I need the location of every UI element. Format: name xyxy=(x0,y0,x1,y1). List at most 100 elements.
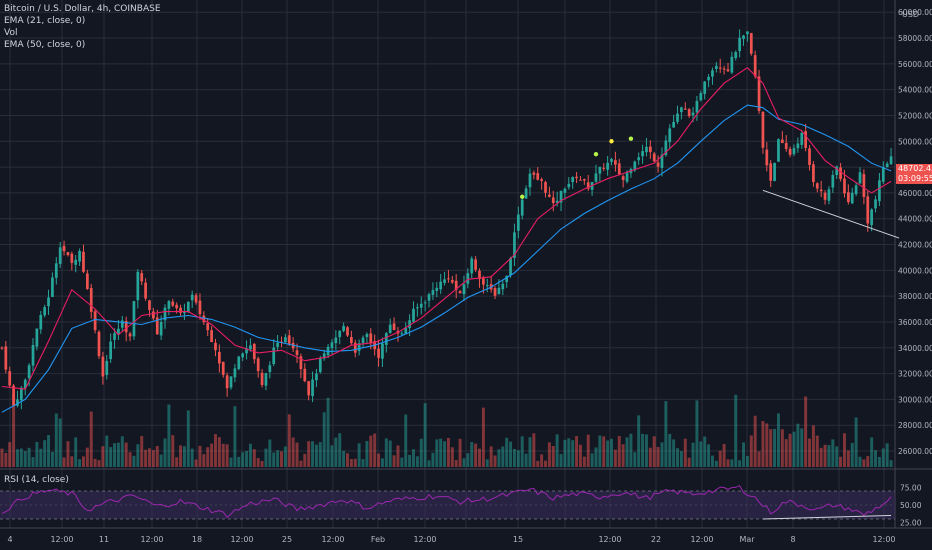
candle-body xyxy=(78,250,81,262)
volume-bar xyxy=(31,457,35,467)
volume-bar xyxy=(307,441,311,467)
candle-body xyxy=(144,282,147,299)
candle-body xyxy=(117,328,120,335)
volume-bar xyxy=(338,433,342,467)
volume-bar xyxy=(116,442,120,467)
candle-body xyxy=(695,100,699,113)
volume-bar xyxy=(730,459,734,467)
volume-bar xyxy=(687,457,691,467)
time-axis[interactable]: 4 12:00 11 12:00 18 12:00 25 12:00 Feb 12:00 15 12:… xyxy=(7,535,895,544)
volume-bar xyxy=(15,449,19,467)
ema21-legend[interactable]: EMA (21, close, 0) xyxy=(4,16,86,26)
candle-body xyxy=(823,192,827,200)
candle-body xyxy=(633,161,637,171)
volume-bar xyxy=(458,438,462,467)
volume-bar xyxy=(322,412,326,467)
candle-body xyxy=(62,245,66,252)
candle-body xyxy=(105,360,109,375)
candle-body xyxy=(540,179,543,181)
candle-body xyxy=(874,199,877,209)
volume-bar xyxy=(392,455,396,467)
price-tick-label: 28000.00 xyxy=(898,421,932,430)
candle-body xyxy=(474,259,477,270)
volume-bar xyxy=(668,433,672,467)
candle-body xyxy=(582,179,586,181)
volume-bar xyxy=(660,442,664,467)
volume-bar xyxy=(268,439,272,467)
candle-body xyxy=(194,295,198,303)
ema50-legend[interactable]: EMA (50, close, 0) xyxy=(4,40,86,50)
time-tick-label: 15 xyxy=(513,535,523,544)
vol-legend[interactable]: Vol xyxy=(4,28,18,38)
volume-bar xyxy=(314,444,318,467)
candle-body xyxy=(47,297,50,307)
candle-body xyxy=(625,172,629,182)
candle-body xyxy=(416,307,419,309)
volume-bar xyxy=(384,438,388,467)
volume-bar xyxy=(419,438,423,467)
volume-bar xyxy=(404,414,408,467)
time-tick-label: 4 xyxy=(7,535,12,544)
candle-body xyxy=(74,259,78,265)
volume-bar xyxy=(745,455,749,467)
candle-body xyxy=(318,357,322,373)
candle-body xyxy=(412,308,415,322)
volume-bar xyxy=(889,460,893,467)
volume-bar xyxy=(610,438,613,467)
volume-bar xyxy=(466,453,470,467)
volume-bar xyxy=(427,460,431,467)
volume-bar xyxy=(516,450,520,467)
candle-body xyxy=(361,337,365,344)
candle-body xyxy=(784,143,788,149)
candle-body xyxy=(43,307,47,316)
candle-body xyxy=(19,387,23,401)
candle-body xyxy=(8,371,12,386)
price-tick-label: 50000.00 xyxy=(898,137,932,146)
volume-bar xyxy=(128,452,132,467)
candle-body xyxy=(82,251,85,272)
candle-body xyxy=(140,273,144,282)
price-tick-label: 36000.00 xyxy=(898,318,932,327)
candle-body xyxy=(812,164,815,182)
price-tick-label: 54000.00 xyxy=(898,86,932,95)
volume-bar xyxy=(676,448,679,467)
volume-bar xyxy=(846,450,850,467)
candle-body xyxy=(792,148,796,155)
candle-body xyxy=(788,148,792,155)
candle-body xyxy=(808,148,811,165)
candle-body xyxy=(683,108,687,110)
volume-bar xyxy=(489,446,493,467)
candle-body xyxy=(179,307,182,313)
price-axis[interactable]: 26000.00 28000.00 30000.00 32000.00 34000.00… xyxy=(898,8,932,527)
volume-bar xyxy=(757,451,761,467)
candle-body xyxy=(423,302,427,304)
volume-bar xyxy=(330,445,334,467)
candle-body xyxy=(497,287,501,295)
rsi-legend[interactable]: RSI (14, close) xyxy=(4,475,69,485)
candle-body xyxy=(276,342,279,347)
volume-bar xyxy=(113,443,117,467)
volume-bar xyxy=(43,440,47,467)
volume-bar xyxy=(811,425,815,467)
candle-body xyxy=(668,128,672,143)
volume-bar xyxy=(567,438,571,467)
volume-bar xyxy=(365,441,369,467)
candle-body xyxy=(221,361,225,375)
volume-bar xyxy=(217,437,221,467)
volume-bar xyxy=(260,460,264,467)
candle-body xyxy=(163,307,167,321)
volume-bar xyxy=(485,459,489,467)
candle-body xyxy=(346,327,349,336)
volume-bar xyxy=(481,407,485,467)
candle-body xyxy=(307,381,311,396)
price-tick-label: 46000.00 xyxy=(898,189,932,198)
candle-body xyxy=(206,323,210,331)
candle-body xyxy=(58,247,62,264)
volume-bar xyxy=(788,433,792,467)
volume-bar xyxy=(718,450,722,467)
candle-body xyxy=(198,300,202,315)
candle-body xyxy=(322,353,326,359)
candle-body xyxy=(4,346,8,370)
